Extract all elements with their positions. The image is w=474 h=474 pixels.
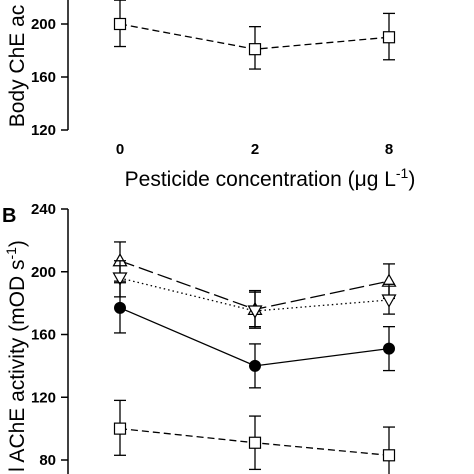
series-line [119,277,390,312]
panel-a-y-axis-title: Body ChE ac [6,5,29,128]
panel-b-y-axis-title: l AChE activity (mOD s-1) [3,240,29,472]
y-tick-label: 200 [31,16,56,33]
panel-a-series [113,0,396,70]
data-point [382,31,396,44]
series-1 [113,0,396,70]
data-point [381,294,397,308]
data-point [248,436,262,449]
series-2 [112,260,397,329]
y-tick-label: 120 [31,389,56,406]
y-tick-label: 240 [31,201,56,218]
data-point [382,449,396,462]
panel-b: B 80 120 160 200 240 l AChE activity (mOD s-… [2,201,397,474]
y-tick-label: 120 [31,122,56,139]
data-point [113,17,127,31]
x-tick-label: 0 [116,141,124,158]
panel-a-x-axis-title: Pesticide concentration (μg L-1) [125,165,416,191]
y-tick-label: 160 [31,69,56,86]
data-point [249,359,261,372]
panel-a-x-ticks: 0 2 8 [116,141,393,158]
y-tick-label: 160 [31,327,56,344]
data-point [383,342,395,355]
data-point [247,305,263,319]
y-tick-label: 200 [31,264,56,281]
panel-b-label: B [2,205,16,227]
panel-a: 120 160 200 0 2 8 Body ChE ac Pesticide conc… [6,0,415,191]
series-3 [114,282,395,389]
data-point [112,272,128,286]
data-point [113,422,127,435]
panel-b-series [112,241,397,474]
panel-b-y-ticks: 80 120 160 200 240 [31,201,68,469]
y-tick-label: 80 [39,452,56,469]
x-tick-label: 2 [251,141,259,158]
data-point [114,301,126,314]
data-point [248,43,262,56]
panel-a-y-ticks: 120 160 200 [31,16,68,139]
series-4 [113,399,396,474]
x-tick-label: 8 [385,141,393,158]
